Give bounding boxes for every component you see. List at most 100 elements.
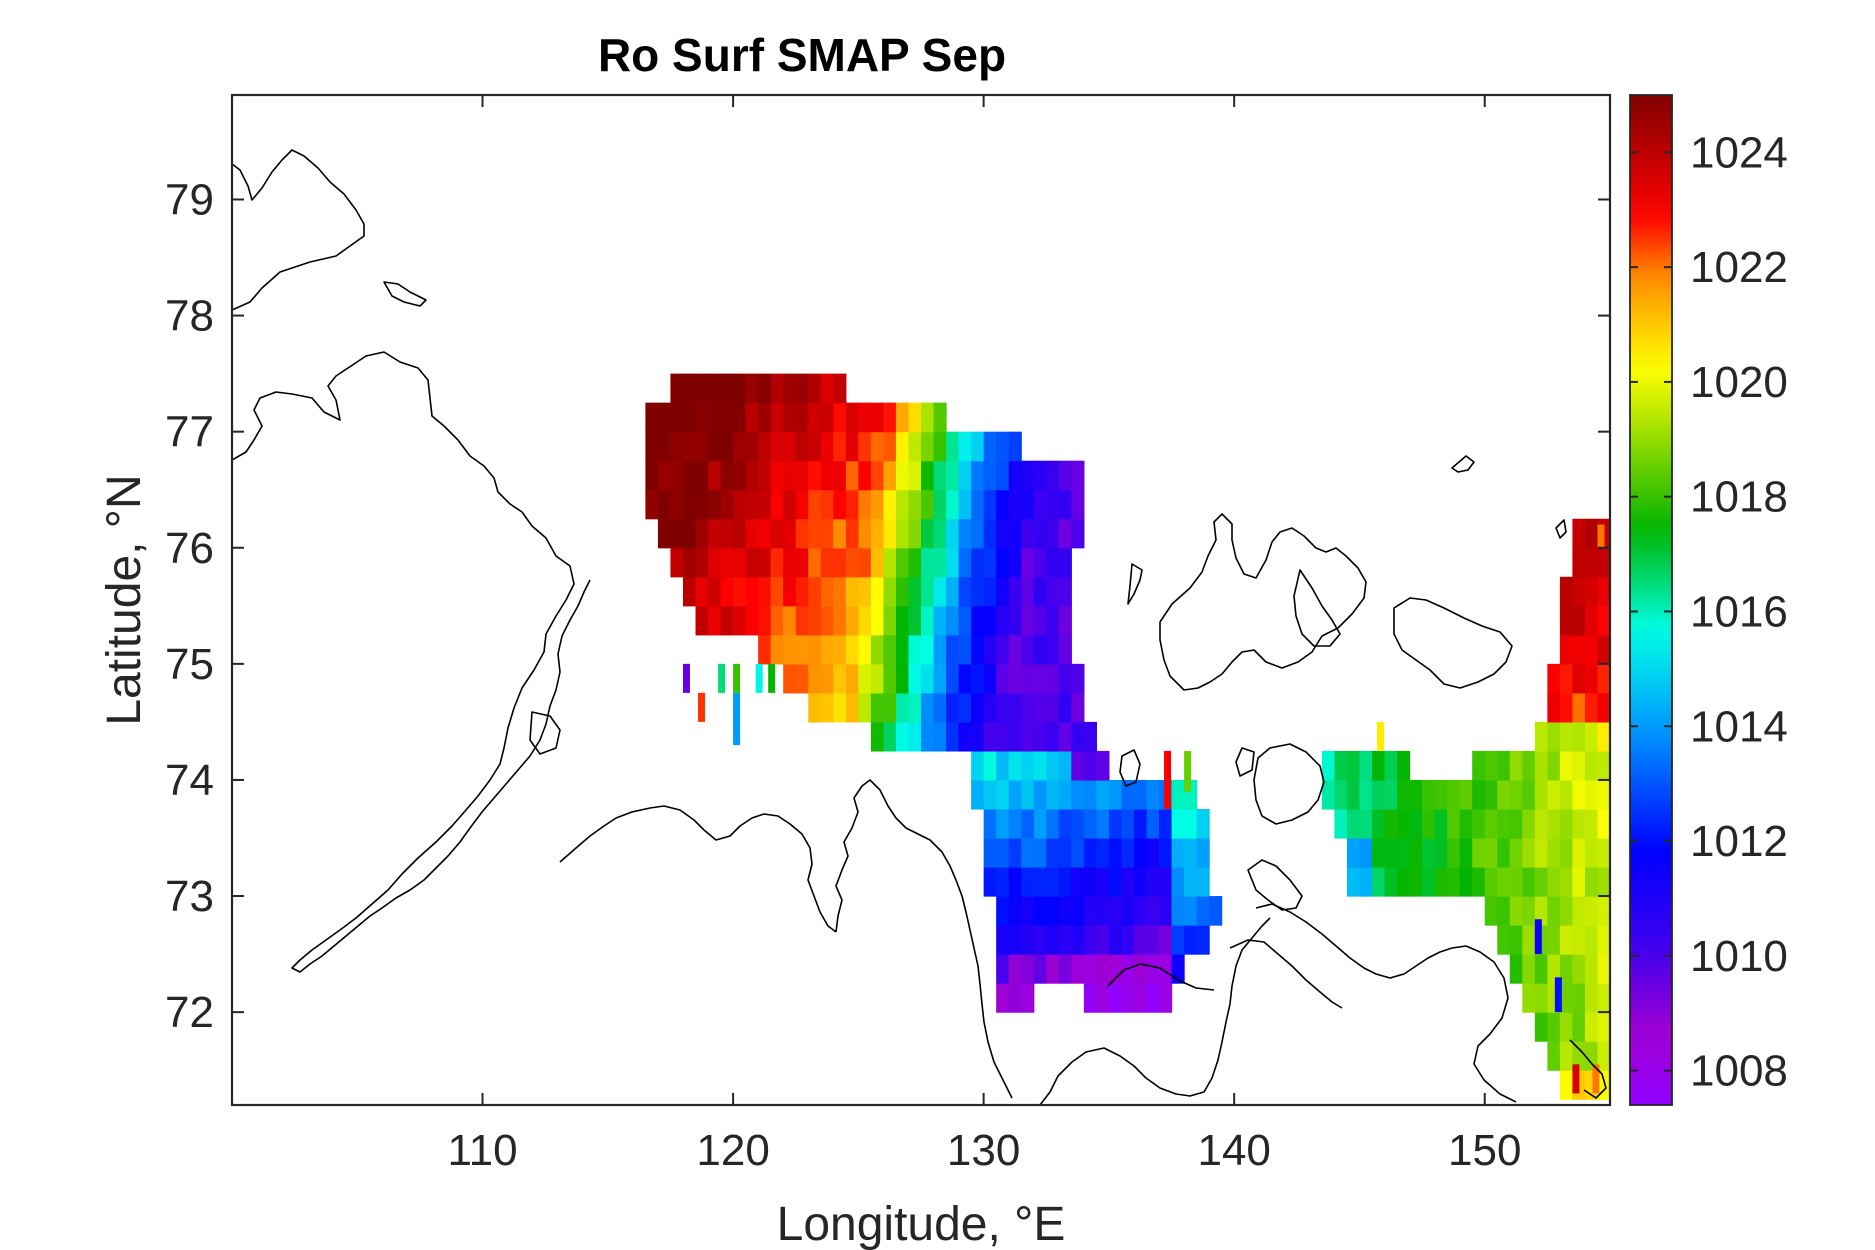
heat-cell [1572, 925, 1586, 955]
heat-cell [1033, 663, 1047, 694]
heat-cell [933, 489, 947, 520]
heat-cell [1021, 867, 1035, 897]
heat-cell [895, 518, 910, 549]
heat-cell [1559, 576, 1574, 607]
heat-cell [1159, 983, 1173, 1013]
heat-cell [1384, 867, 1398, 897]
heat-cell [933, 663, 947, 694]
heat-cell [720, 402, 734, 433]
y-tick-label: 76 [165, 524, 214, 573]
heat-cell [883, 460, 897, 491]
heat-cell [1559, 867, 1574, 897]
heat-cell [933, 605, 947, 636]
heat-cell [1597, 1012, 1610, 1042]
heat-cell [770, 576, 784, 607]
heat-cell [1083, 925, 1097, 955]
heat-cell [745, 518, 759, 549]
heat-cell [1484, 750, 1498, 781]
heat-cell [770, 431, 784, 462]
heat-cell [1509, 837, 1523, 868]
heat-cell [1008, 518, 1022, 549]
heat-cell [983, 808, 997, 839]
heat-cell [1509, 954, 1523, 984]
heat-cell [808, 547, 822, 578]
heat-cell [1033, 808, 1047, 839]
heat-cell [1597, 750, 1610, 781]
heat-cell [933, 576, 947, 607]
heat-cell [971, 576, 985, 607]
heat-cell [1146, 808, 1160, 839]
heat-cell [958, 547, 972, 578]
heat-cell [1083, 983, 1097, 1013]
heat-cell [1497, 837, 1511, 868]
heat-cell [1534, 837, 1548, 868]
heat-cell [1384, 750, 1398, 781]
heat-cell [996, 605, 1010, 636]
heat-cell [983, 489, 997, 520]
heat-cell [783, 576, 797, 607]
heat-cell [1058, 460, 1072, 491]
heat-cell [971, 605, 985, 636]
heat-cell [808, 634, 822, 665]
heat-cell [1584, 925, 1599, 955]
heat-cell [1509, 925, 1523, 955]
heat-cell [1033, 837, 1047, 868]
heat-cell [858, 576, 872, 607]
heat-cell [1021, 925, 1035, 955]
heat-cell [1572, 779, 1586, 810]
heat-cell [698, 692, 706, 722]
heat-cell [1459, 867, 1473, 897]
heat-cell [1071, 896, 1085, 926]
heat-cell [908, 547, 922, 578]
heat-cell [933, 692, 947, 723]
heat-cell [1572, 721, 1586, 752]
salinity-heatmap [645, 373, 1610, 1100]
heat-cell [1371, 808, 1386, 839]
heat-cell [1534, 1012, 1548, 1042]
heat-cell [946, 605, 960, 636]
heat-cell [1008, 925, 1022, 955]
heat-cell [1046, 779, 1060, 810]
heat-cell [1584, 518, 1599, 549]
heat-cell [1071, 518, 1085, 549]
heat-cell [1184, 925, 1198, 955]
heat-cell [870, 402, 885, 433]
heat-cell [1422, 867, 1436, 897]
heat-cell [833, 547, 847, 578]
heat-cell [1584, 983, 1599, 1013]
heat-cell [983, 721, 997, 752]
heat-cell [720, 431, 734, 462]
heat-cell [783, 663, 797, 694]
heat-cell [758, 634, 772, 665]
heat-cell [983, 460, 997, 491]
heat-cell [1559, 983, 1574, 1013]
heat-cell [1472, 867, 1486, 897]
heat-cell [1572, 576, 1586, 607]
heat-cell [1058, 518, 1072, 549]
heat-cell [1046, 518, 1060, 549]
heat-cell [1071, 460, 1085, 491]
heat-cell [820, 576, 834, 607]
heat-cell [1484, 896, 1498, 926]
heat-cell [1559, 634, 1574, 665]
heat-cell [1033, 750, 1047, 781]
heat-cell [883, 663, 897, 694]
heat-cell [1554, 977, 1562, 1013]
heat-cell [1171, 837, 1185, 868]
heat-cell [996, 431, 1010, 462]
heat-cell [971, 750, 985, 781]
heat-cell [1058, 779, 1072, 810]
heat-cell [1021, 983, 1035, 1013]
heat-cell [946, 663, 960, 694]
colorbar-tick-label: 1024 [1690, 128, 1788, 177]
heat-cell [1547, 663, 1561, 694]
heat-cell [921, 402, 935, 433]
heat-cell [657, 489, 672, 520]
heat-cell [783, 489, 797, 520]
heat-cell [1071, 954, 1085, 984]
heat-cell [883, 547, 897, 578]
chart-title: Ro Surf SMAP Sep [598, 29, 1006, 81]
heat-cell [971, 460, 985, 491]
heat-cell [733, 431, 747, 462]
heat-cell [845, 460, 859, 491]
